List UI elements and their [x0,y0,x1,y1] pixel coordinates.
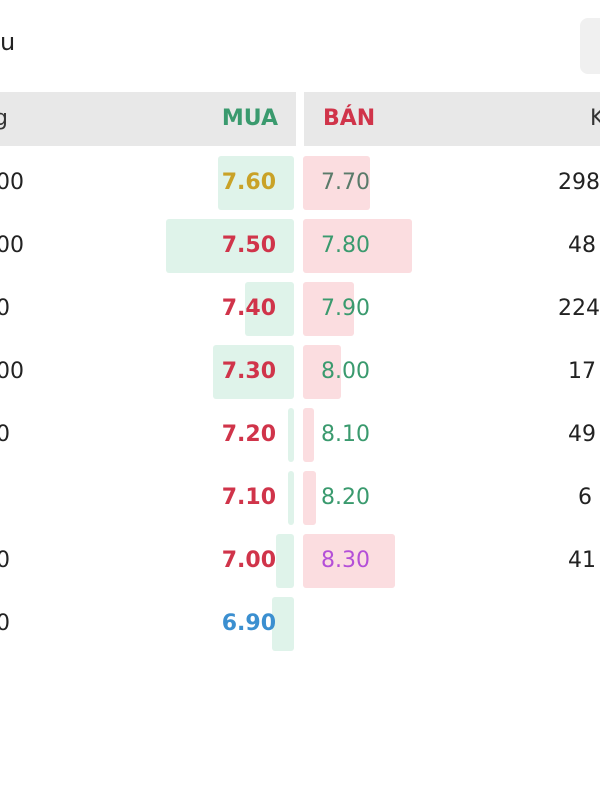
sell-price: 7.80 [321,233,370,258]
sell-price: 8.30 [321,548,370,573]
volume-cell: 41 [568,548,596,573]
column-header: BÁN [323,106,376,131]
column-header: g [0,106,8,131]
buy-price: 7.10 [221,485,276,510]
buy-price: 7.20 [221,422,276,447]
volume-cell: 00 [0,233,24,258]
buy-depth-bar [218,156,294,210]
sell-depth-bar [303,534,395,588]
sell-price: 8.20 [321,485,370,510]
page-title: u [0,28,16,56]
volume-cell: 0 [0,548,10,573]
buy-price: 6.90 [221,611,276,636]
column-header: K [590,106,600,131]
column-header: MUA [221,106,278,131]
buy-depth-bar [276,534,294,588]
buy-depth-bar [245,282,294,336]
volume-cell: 48 [568,233,596,258]
buy-depth-bar [288,408,294,462]
sell-depth-bar [303,471,316,525]
volume-cell: 0 [0,422,10,447]
sell-price: 8.00 [321,359,370,384]
sell-depth-bar [303,408,314,462]
buy-depth-bar [288,471,294,525]
sell-depth-bar [303,345,341,399]
volume-cell: 0 [0,296,10,321]
volume-cell: 49 [568,422,596,447]
buy-price: 7.00 [221,548,276,573]
volume-cell: 0 [0,611,10,636]
volume-cell: 17 [568,359,596,384]
sell-depth-bar [303,156,370,210]
buy-depth-bar [272,597,294,651]
buy-depth-bar [166,219,294,273]
buy-price: 7.60 [221,170,276,195]
buy-price: 7.30 [221,359,276,384]
toolbar-button[interactable] [580,18,600,74]
sell-price: 8.10 [321,422,370,447]
sell-depth-bar [303,219,412,273]
sell-price: 7.90 [321,296,370,321]
sell-price: 7.70 [321,170,370,195]
volume-cell: 224 [558,296,600,321]
buy-depth-bar [213,345,294,399]
header-band [0,92,296,146]
volume-cell: 00 [0,359,24,384]
volume-cell: 00 [0,170,24,195]
sell-depth-bar [303,282,354,336]
buy-price: 7.50 [221,233,276,258]
buy-price: 7.40 [221,296,276,321]
volume-cell: 6 [578,485,592,510]
header-band [304,92,600,146]
volume-cell: 298 [558,170,600,195]
